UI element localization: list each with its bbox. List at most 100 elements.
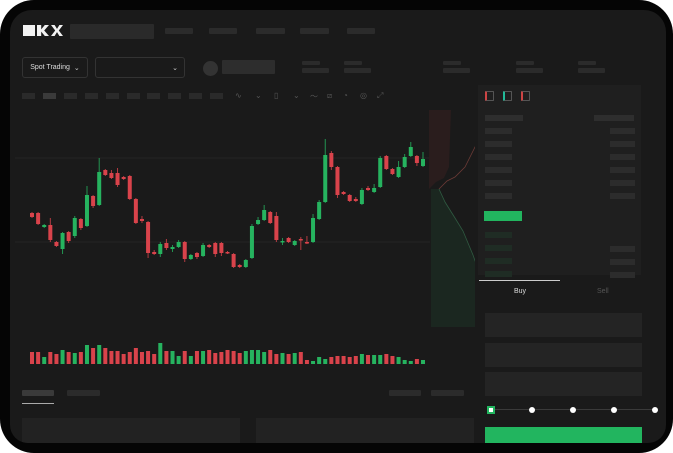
- ask-amount: [610, 180, 635, 186]
- buy-button[interactable]: [485, 427, 642, 443]
- volume-bar: [219, 352, 224, 364]
- candle-up: [42, 225, 47, 227]
- tab-open-orders[interactable]: [22, 390, 54, 396]
- settings-icon[interactable]: ◎: [360, 91, 367, 100]
- timeframe-button[interactable]: [147, 93, 160, 99]
- timeframe-button[interactable]: [64, 93, 77, 99]
- line-chart-icon[interactable]: ∿: [235, 91, 242, 100]
- volume-bar: [121, 354, 126, 364]
- amount-header: [594, 115, 634, 121]
- ask-amount: [610, 128, 635, 134]
- candle-down: [274, 216, 279, 240]
- nav-item[interactable]: [347, 28, 375, 34]
- orderbook-both-icon[interactable]: [485, 91, 494, 101]
- dropdown-icon[interactable]: ⌄: [293, 91, 300, 100]
- candle-up: [60, 233, 65, 249]
- search-bar[interactable]: [70, 24, 154, 39]
- stat-value: [302, 68, 329, 73]
- orderbook-bids-icon[interactable]: [503, 91, 512, 101]
- stat-value: [344, 68, 371, 73]
- ask-amount: [610, 154, 635, 160]
- amount-input[interactable]: [485, 343, 642, 367]
- candlestick-chart[interactable]: [15, 105, 475, 370]
- spot-trading-dropdown[interactable]: Spot Trading ⌄: [22, 57, 88, 78]
- chevron-down-icon: ⌄: [172, 64, 178, 72]
- volume-bar: [359, 354, 364, 364]
- candle-down: [54, 242, 59, 246]
- slider-step[interactable]: [487, 406, 495, 414]
- slider-step[interactable]: [529, 407, 535, 413]
- camera-icon[interactable]: ◔: [343, 91, 348, 100]
- candle-up: [408, 147, 413, 156]
- candle-up: [396, 167, 401, 177]
- candle-down: [109, 173, 114, 178]
- candle-up: [421, 159, 425, 166]
- leverage-slider[interactable]: [487, 405, 658, 415]
- nav-item[interactable]: [256, 28, 285, 34]
- slider-step[interactable]: [611, 407, 617, 413]
- volume-bar: [317, 357, 322, 364]
- candle-type-icon[interactable]: ▯: [274, 91, 279, 100]
- candle-down: [146, 222, 151, 253]
- volume-bar: [408, 361, 413, 364]
- sell-tab[interactable]: Sell: [597, 288, 609, 295]
- pen-icon[interactable]: ⧄: [327, 91, 333, 100]
- candle-down: [127, 176, 132, 199]
- timeframe-button[interactable]: [106, 93, 119, 99]
- volume-bar: [396, 357, 401, 364]
- volume-bar: [115, 351, 120, 364]
- total-input[interactable]: [485, 372, 642, 396]
- candle-down: [366, 188, 371, 190]
- volume-bar: [414, 359, 419, 364]
- nav-item[interactable]: [209, 28, 237, 34]
- filter-button[interactable]: [389, 390, 421, 396]
- volume-bar: [329, 357, 334, 364]
- ask-price: [485, 141, 512, 147]
- stat-label: [302, 61, 320, 65]
- candle-down: [164, 243, 169, 248]
- price-header: [485, 115, 523, 121]
- volume-bar: [225, 350, 230, 364]
- volume-bar: [323, 359, 328, 364]
- orderbook-asks-icon[interactable]: [521, 91, 530, 101]
- price-input[interactable]: [485, 313, 642, 337]
- candle-up: [249, 226, 254, 258]
- volume-bar: [231, 351, 236, 364]
- okx-logo[interactable]: [23, 25, 63, 36]
- candle-up: [372, 188, 377, 192]
- indicator-icon[interactable]: ⌄: [255, 91, 262, 100]
- buy-tab[interactable]: Buy: [514, 288, 527, 295]
- candle-down: [347, 195, 352, 201]
- volume-bar: [54, 354, 59, 364]
- pair-dropdown[interactable]: ⌄: [95, 57, 185, 78]
- candle-up: [256, 220, 261, 224]
- ask-price: [485, 128, 512, 134]
- timeframe-button[interactable]: [168, 93, 181, 99]
- filter-button[interactable]: [431, 390, 464, 396]
- volume-bar: [170, 351, 175, 364]
- active-tab-underline: [22, 403, 54, 404]
- timeframe-button[interactable]: [43, 93, 56, 99]
- candle-down: [353, 199, 358, 201]
- tab-order-history[interactable]: [67, 390, 100, 396]
- slider-step[interactable]: [652, 407, 658, 413]
- wave-icon[interactable]: 〜: [310, 92, 318, 101]
- candle-down: [30, 213, 34, 217]
- timeframe-button[interactable]: [85, 93, 98, 99]
- volume-bar: [188, 356, 193, 364]
- timeframe-button[interactable]: [210, 93, 223, 99]
- fullscreen-icon[interactable]: ⤢: [377, 91, 384, 100]
- volume-bar: [274, 354, 279, 364]
- timeframe-button[interactable]: [127, 93, 140, 99]
- nav-item[interactable]: [300, 28, 329, 34]
- candle-down: [329, 153, 334, 167]
- timeframe-button[interactable]: [189, 93, 202, 99]
- depth-chart: [429, 110, 475, 327]
- volume-bar: [78, 352, 83, 364]
- timeframe-button[interactable]: [22, 93, 35, 99]
- candle-down: [219, 243, 224, 253]
- candle-up: [280, 241, 285, 243]
- nav-item[interactable]: [165, 28, 193, 34]
- slider-step[interactable]: [570, 407, 576, 413]
- bid-price: [485, 258, 512, 264]
